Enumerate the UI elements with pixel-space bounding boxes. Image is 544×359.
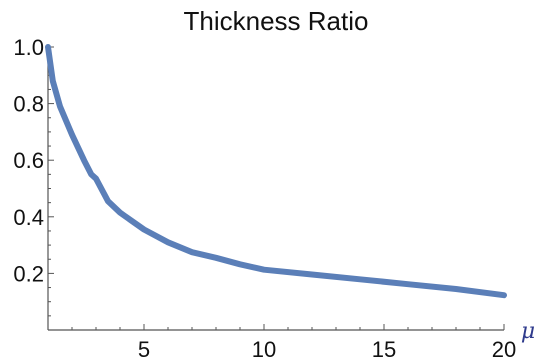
x-tick-label: 20 — [492, 337, 516, 359]
y-tick-label: 1.0 — [13, 35, 44, 60]
axis-ticks: 5 10 15 20 0.2 0.4 0.6 0.8 1.0 — [13, 35, 516, 359]
x-axis-label: μ — [521, 319, 535, 344]
x-tick-label: 15 — [372, 337, 396, 359]
data-series — [45, 44, 507, 299]
y-tick-label: 0.4 — [13, 205, 44, 230]
x-tick-label: 10 — [252, 337, 276, 359]
y-tick-label: 0.6 — [13, 148, 44, 173]
x-tick-label: 5 — [138, 337, 150, 359]
chart-title: Thickness Ratio — [184, 6, 369, 36]
series-line — [45, 44, 507, 299]
y-tick-label: 0.8 — [13, 92, 44, 117]
y-tick-label: 0.2 — [13, 261, 44, 286]
